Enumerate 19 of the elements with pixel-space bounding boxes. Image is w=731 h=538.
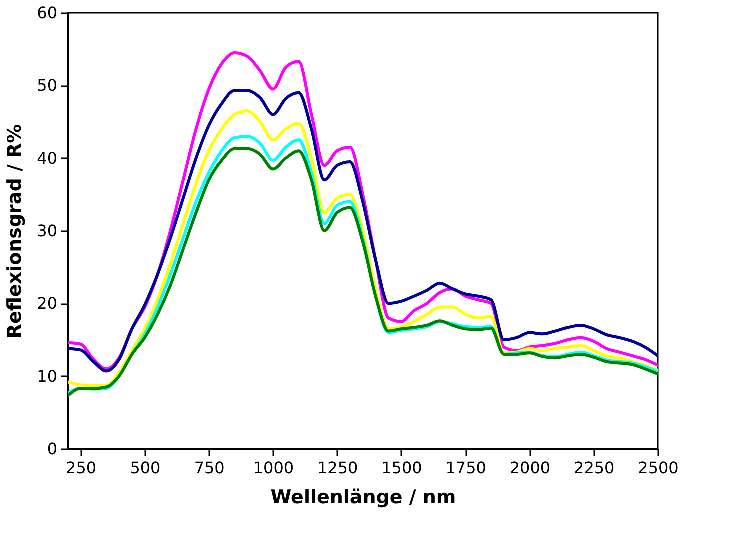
y-tick-label: 60 [37, 4, 58, 22]
y-tick-label: 40 [37, 148, 58, 168]
x-tick-label: 2000 [510, 458, 551, 478]
x-tick-label: 250 [66, 458, 97, 478]
y-axis-title: Reflexionsgrad / R% [4, 124, 26, 339]
y-tick-label: 50 [37, 76, 58, 96]
y-tick-label: 0 [47, 440, 58, 458]
x-tick-label: 750 [194, 458, 225, 478]
x-tick-label: 2500 [638, 458, 679, 478]
x-tick-label: 2250 [574, 458, 615, 478]
x-axis-title: Wellenlänge / nm [270, 486, 456, 508]
x-tick-label: 500 [130, 458, 161, 478]
x-tick-label: 1750 [446, 458, 486, 478]
x-tick-label: 1000 [253, 458, 294, 478]
y-tick-label: 10 [37, 366, 58, 386]
y-tick-label: 30 [37, 222, 58, 240]
x-tick-label: 1250 [317, 458, 358, 478]
x-tick-label: 1500 [382, 458, 422, 478]
y-tick-label: 20 [37, 294, 58, 314]
